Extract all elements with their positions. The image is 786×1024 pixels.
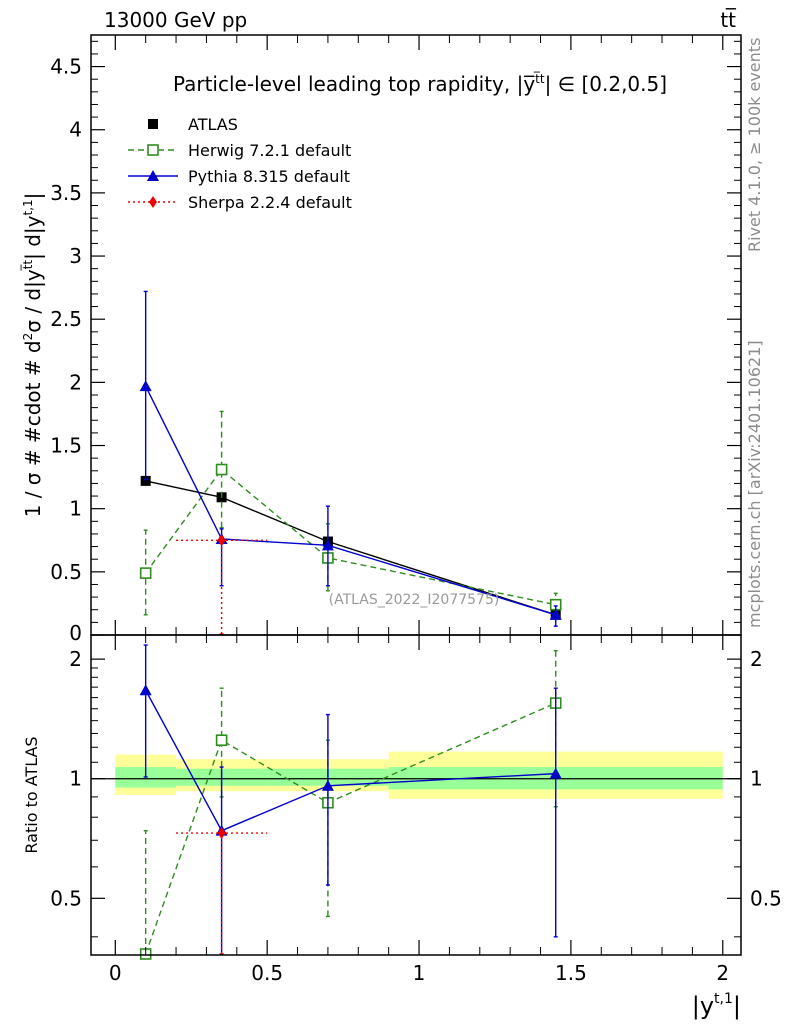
- xlabel-end: |: [733, 992, 741, 1020]
- ratio-point: [215, 734, 228, 747]
- x-tick-label: 1.5: [555, 961, 587, 985]
- ylabel-mid2: | d|y: [21, 215, 45, 260]
- legend-item: Herwig 7.2.1 default: [128, 141, 351, 160]
- main-point: [139, 380, 152, 392]
- legend-item: ATLAS: [148, 115, 238, 134]
- main-point: [139, 567, 152, 579]
- main-series-sherpa: [176, 534, 268, 635]
- ratio-y-axis-label: Ratio to ATLAS: [22, 736, 41, 853]
- main-y-axis-label: 1 / σ # #cdot # d2σ / d|yt̅t| d|yt,1|: [20, 193, 45, 518]
- main-y-tick-label: 2.5: [50, 307, 82, 331]
- main-point: [215, 463, 228, 476]
- ratio-frame: [90, 634, 742, 956]
- watermark: (ATLAS_2022_I2077575): [329, 592, 500, 608]
- ratio-point: [321, 779, 334, 791]
- main-line-atlas: [145, 480, 556, 616]
- main-point: [140, 475, 151, 486]
- ratio-y-tick-label-right: 1: [750, 767, 763, 791]
- xlabel-sup: t,1: [714, 991, 733, 1007]
- ratio-y-tick-label-right: 0.5: [750, 886, 782, 910]
- main-y-tick-label: 2: [69, 370, 82, 394]
- ratio-series-pythia: [139, 644, 562, 955]
- legend-marker: [147, 170, 159, 181]
- legend: ATLAS Herwig 7.2.1 default Pythia 8.315 de…: [128, 115, 352, 212]
- legend-item: Sherpa 2.2.4 default: [128, 193, 352, 212]
- main-series-herwig: [139, 410, 562, 617]
- legend-marker: [148, 119, 158, 129]
- ylabel-end: |: [21, 193, 45, 200]
- x-tick-label: 0: [109, 961, 122, 985]
- main-y-tick-label: 3: [69, 244, 82, 268]
- ratio-point: [217, 827, 226, 840]
- main-y-tick-label: 3.5: [50, 181, 82, 205]
- main-y-tick-label: 4.5: [50, 55, 82, 79]
- main-y-tick-label: 0: [69, 621, 82, 645]
- main-line-herwig: [145, 468, 556, 606]
- main-title: Particle-level leading top rapidity, |y̅…: [173, 71, 667, 96]
- ratio-series-sherpa: [176, 827, 268, 955]
- ratio-panel: 0.5 0.5 1 1 2 2 0 0.5 1 1.5 2 Ratio to ATLAS |yt,1…: [22, 634, 782, 1020]
- rivet-version-label: Rivet 4.1.0, ≥ 100k events: [745, 38, 764, 252]
- ratio-line-pythia: [145, 689, 556, 832]
- x-tick-label: 0.5: [251, 961, 283, 985]
- main-y-tick-label: 1.5: [50, 434, 82, 458]
- legend-label: ATLAS: [188, 115, 238, 134]
- ratio-line-herwig: [145, 702, 557, 955]
- legend-item: Pythia 8.315 default: [128, 167, 350, 186]
- ratio-y-tick-label: 2: [69, 647, 82, 671]
- title-y-symbol: y̅: [523, 72, 535, 96]
- main-point: [549, 608, 562, 620]
- ratio-y-tick-label-right: 2: [750, 647, 763, 671]
- legend-label: Pythia 8.315 default: [188, 167, 350, 186]
- ylabel-mid: σ / d|y: [21, 269, 45, 333]
- legend-marker: [149, 196, 157, 208]
- x-tick-label: 2: [716, 961, 729, 985]
- legend-label: Herwig 7.2.1 default: [188, 141, 351, 160]
- ratio-point: [549, 767, 562, 779]
- ratio-point: [139, 684, 152, 696]
- process-label: tt̅: [720, 7, 737, 32]
- ratio-y-tick-label: 0.5: [50, 886, 82, 910]
- ylabel-sq: 2: [21, 333, 35, 341]
- x-axis-label: |yt,1|: [692, 991, 741, 1020]
- main-point: [321, 539, 334, 551]
- legend-marker: [147, 144, 159, 156]
- main-series-pythia: [139, 290, 562, 627]
- ylabel-sup1: t̅t: [20, 260, 35, 272]
- main-panel: 0 0.5 1 1.5 2 2.5 3 3.5 4 4.5 Particle-level lead…: [20, 34, 742, 645]
- ylabel-sup2: t,1: [21, 199, 35, 215]
- x-tick-label: 1: [413, 961, 426, 985]
- title-y-sup: t̅t: [533, 71, 545, 86]
- ratio-y-tick-label: 1: [69, 767, 82, 791]
- legend-label: Sherpa 2.2.4 default: [188, 193, 352, 212]
- main-y-tick-label: 0.5: [50, 560, 82, 584]
- title-range: | ∈ [0.2,0.5]: [545, 72, 667, 96]
- source-label: mcplots.cern.ch [arXiv:2401.10621]: [745, 340, 764, 628]
- ratio-series-herwig: [139, 649, 562, 960]
- main-point: [217, 534, 226, 547]
- main-line-pythia: [145, 385, 556, 616]
- energy-label: 13000 GeV pp: [104, 8, 247, 32]
- main-y-tick-label: 1: [69, 497, 82, 521]
- main-y-tick-label: 4: [69, 118, 82, 142]
